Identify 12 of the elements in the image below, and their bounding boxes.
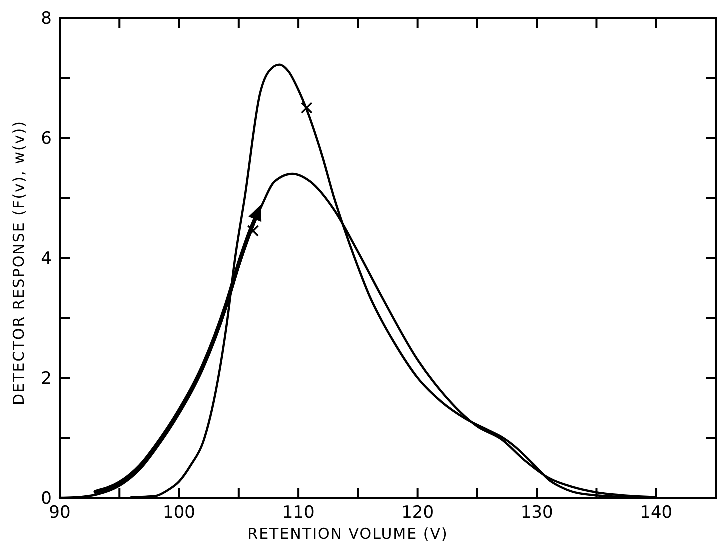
x-tick-label: 100 [163, 503, 196, 523]
y-tick-label: 6 [41, 129, 52, 149]
x-tick-label: 120 [402, 503, 434, 523]
y-tick-label: 2 [41, 369, 52, 389]
x-tick-label: 90 [49, 503, 71, 523]
x-axis-title: RETENTION VOLUME (V) [248, 525, 448, 543]
x-tick-label: 110 [282, 503, 315, 523]
x-tick-label: 130 [520, 503, 554, 523]
y-axis-title: DETECTOR RESPONSE (F(v), w(v)) [10, 120, 28, 406]
y-tick-label: 4 [41, 249, 52, 269]
x-tick-label: 140 [640, 503, 673, 523]
y-tick-label: 8 [41, 9, 52, 29]
